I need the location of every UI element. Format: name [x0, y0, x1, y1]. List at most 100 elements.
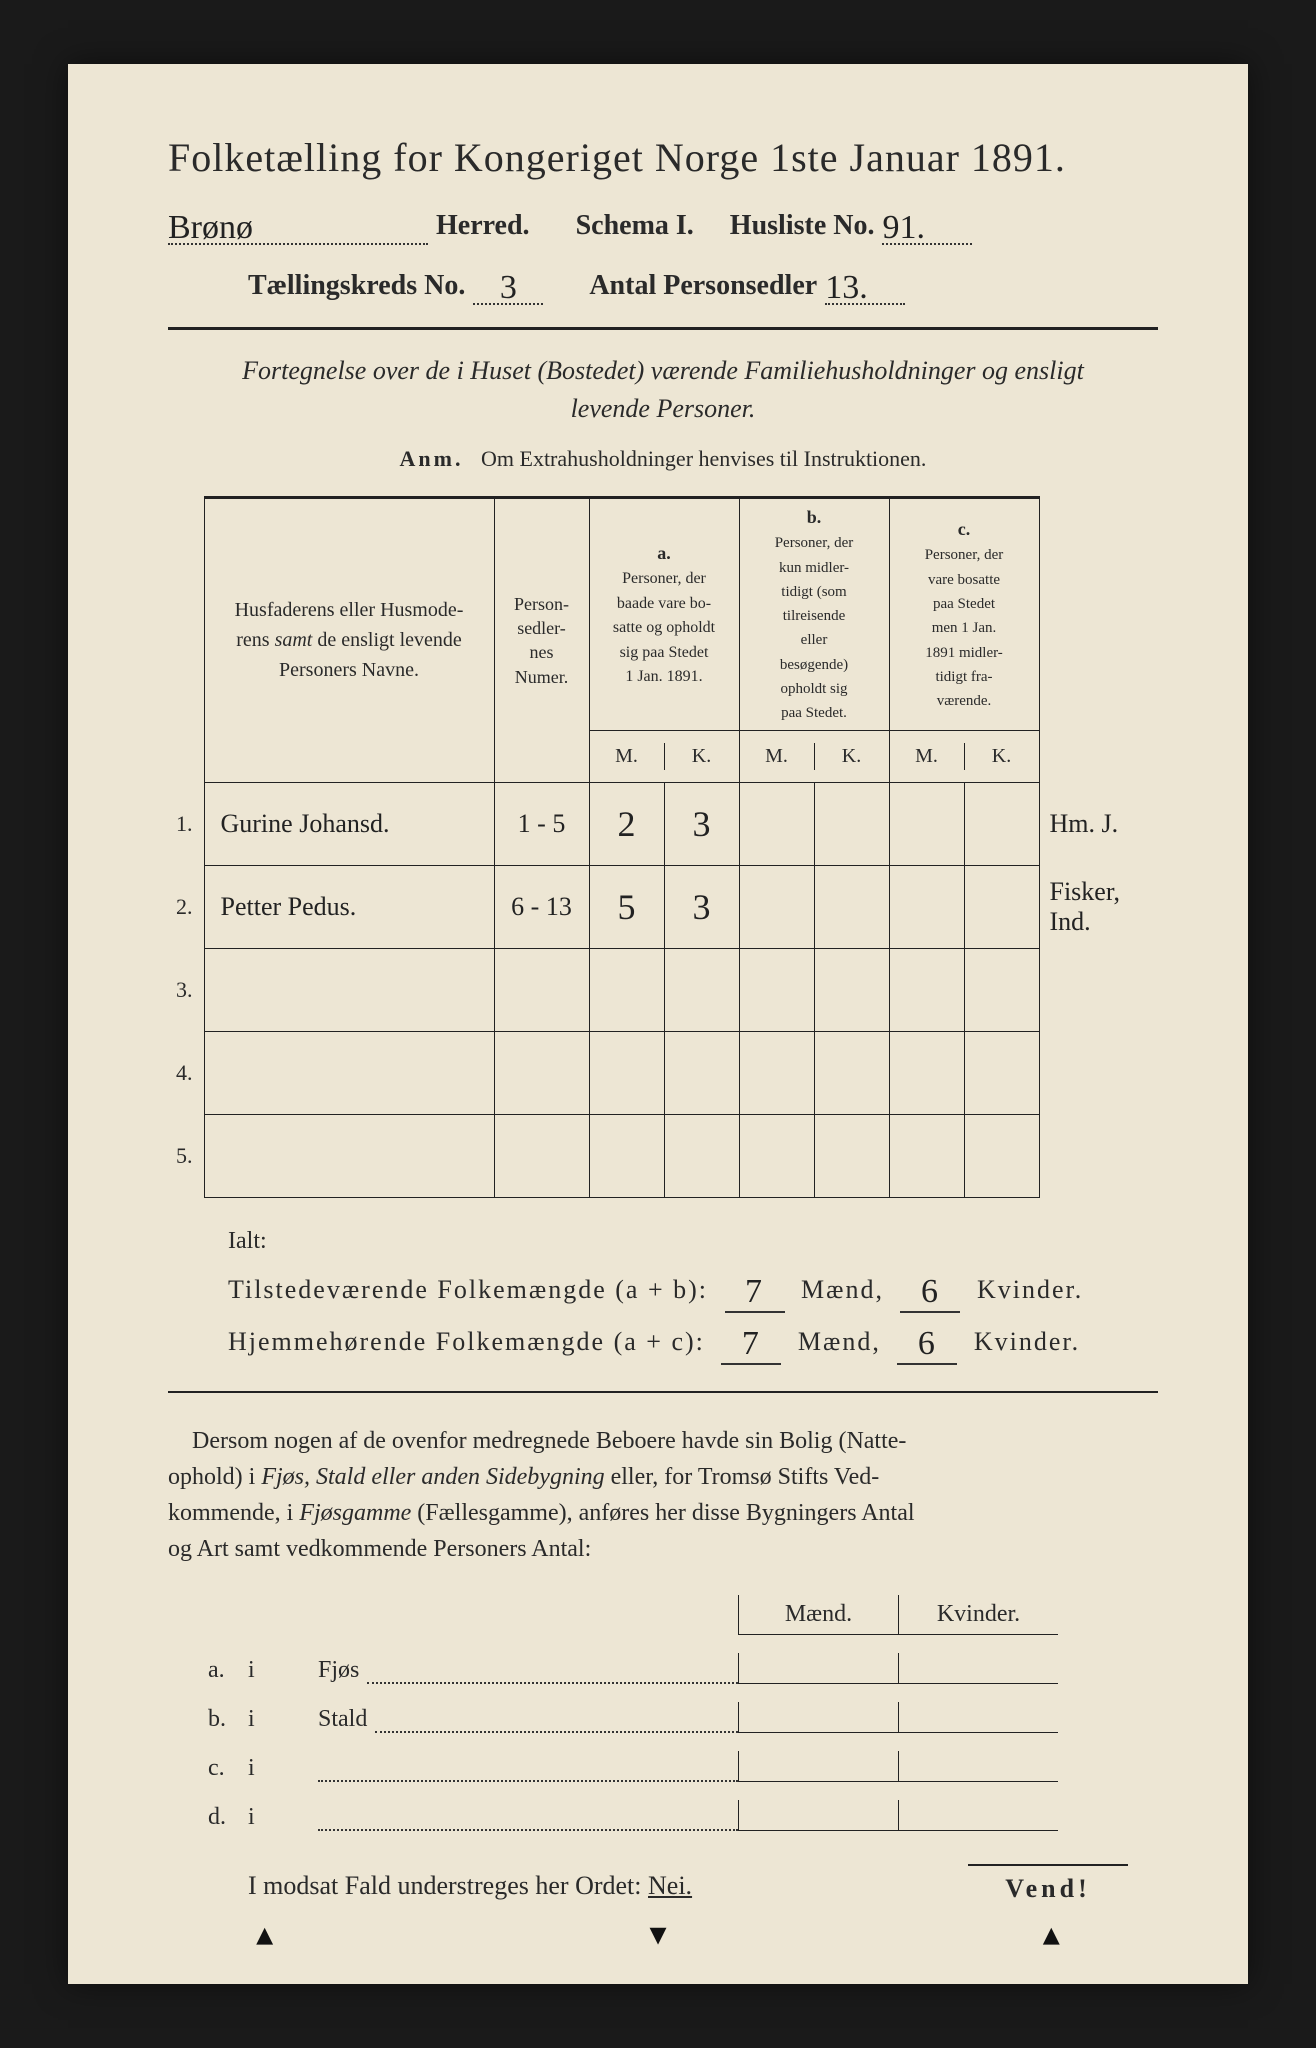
row-number: 2.	[168, 865, 204, 948]
sum-present: Tilstedeværende Folkemængde (a + b): 7 M…	[228, 1269, 1158, 1309]
row-number: 5.	[168, 1114, 204, 1197]
bolig-row-c-label: c.	[208, 1755, 248, 1782]
schema-label: Schema I.	[576, 210, 694, 242]
cell-c-m	[890, 1032, 965, 1114]
cell-c-k	[965, 1115, 1039, 1197]
bolig-head-m: Mænd.	[738, 1595, 898, 1635]
cell-a-m	[590, 949, 665, 1031]
cell-b-k	[815, 1032, 889, 1114]
margin-note	[1039, 1114, 1169, 1197]
table-row: 3.	[168, 948, 1169, 1031]
sum2-m: 7	[721, 1325, 781, 1365]
row-name	[204, 1031, 494, 1114]
cell-b-m	[740, 866, 815, 948]
row-personseddel: 1 - 5	[494, 782, 589, 865]
row-number: 3.	[168, 948, 204, 1031]
bolig-row-a-label: a.	[208, 1657, 248, 1684]
cell-c-k	[965, 783, 1039, 865]
table-row: 4.	[168, 1031, 1169, 1114]
herred-label: Herred.	[436, 210, 530, 242]
anm-text: Om Extrahusholdninger henvises til Instr…	[481, 446, 926, 471]
kreds-label: Tællingskreds No.	[248, 270, 465, 302]
th-b-mk: M.K.	[739, 730, 889, 782]
row-personseddel	[494, 1031, 589, 1114]
cell-b-m	[740, 1115, 815, 1197]
cell-c-m	[890, 949, 965, 1031]
cell-b-m	[740, 949, 815, 1031]
antal-label: Antal Personsedler	[589, 270, 817, 302]
cell-c-m	[890, 783, 965, 865]
margin-note: Hm. J.	[1039, 782, 1169, 865]
row-personseddel: 6 - 13	[494, 865, 589, 948]
vend-label: Vend!	[968, 1864, 1128, 1904]
fortegnelse-line2: levende Personer.	[168, 394, 1158, 424]
bolig-row-d-label: d.	[208, 1804, 248, 1831]
th-num: Person-sedler-nesNumer.	[494, 498, 589, 783]
antal-value: 13.	[825, 269, 868, 306]
cell-c-k	[965, 866, 1039, 948]
divider	[168, 327, 1158, 330]
table-row: 5.	[168, 1114, 1169, 1197]
header-row-2: Tællingskreds No. 3 Antal Personsedler 1…	[248, 265, 1158, 305]
cell-a-k: 3	[665, 866, 739, 948]
cell-a-k	[665, 1032, 739, 1114]
cell-a-k	[665, 1115, 739, 1197]
household-table: Husfaderens eller Husmode-rens samt de e…	[168, 496, 1169, 1198]
cell-a-m	[590, 1032, 665, 1114]
cell-b-m	[740, 783, 815, 865]
margin-note: Fisker, Ind.	[1039, 865, 1169, 948]
cell-c-k	[965, 949, 1039, 1031]
cell-b-k	[815, 1115, 889, 1197]
fortegnelse-line1: Fortegnelse over de i Huset (Bostedet) v…	[168, 356, 1158, 386]
anm-label: Anm.	[400, 446, 464, 471]
th-a-mk: M.K.	[589, 730, 739, 782]
sum2-k: 6	[897, 1325, 957, 1365]
table-row: 2.Petter Pedus.6 - 1353 Fisker, Ind.	[168, 865, 1169, 948]
row-name: Gurine Johansd.	[204, 782, 494, 865]
bolig-section: Mænd. Kvinder. a. i Fjøs b. i Stald c. i…	[168, 1595, 1158, 1831]
cell-c-k	[965, 1032, 1039, 1114]
cell-a-k: 3	[665, 783, 739, 865]
cell-b-k	[815, 949, 889, 1031]
row-name	[204, 948, 494, 1031]
ialt-label: Ialt:	[228, 1228, 1158, 1255]
th-b: b. Personer, derkun midler-tidigt (somti…	[739, 498, 889, 731]
cell-c-m	[890, 1115, 965, 1197]
row-number: 1.	[168, 782, 204, 865]
th-c: c. Personer, dervare bosattepaa Stedetme…	[889, 498, 1039, 731]
cell-a-m: 2	[590, 783, 665, 865]
th-name: Husfaderens eller Husmode-rens samt de e…	[204, 498, 494, 783]
bolig-fjos: Fjøs	[318, 1657, 359, 1684]
cell-b-m	[740, 1032, 815, 1114]
census-form-page: Folketælling for Kongeriget Norge 1ste J…	[68, 64, 1248, 1984]
cell-a-m	[590, 1115, 665, 1197]
row-name	[204, 1114, 494, 1197]
herred-value: Brønø	[168, 209, 253, 246]
bolig-head-k: Kvinder.	[898, 1595, 1058, 1635]
th-c-mk: M.K.	[889, 730, 1039, 782]
husliste-label: Husliste No.	[730, 210, 875, 242]
th-a: a. Personer, derbaade vare bo-satte og o…	[589, 498, 739, 731]
page-specks: ▴▾▴	[68, 1914, 1248, 1954]
divider-2	[168, 1391, 1158, 1393]
row-personseddel	[494, 948, 589, 1031]
dersom-paragraph: Dersom nogen af de ovenfor medregnede Be…	[168, 1423, 1158, 1567]
row-personseddel	[494, 1114, 589, 1197]
cell-c-m	[890, 866, 965, 948]
nei-word: Nei.	[648, 1871, 692, 1900]
page-title: Folketælling for Kongeriget Norge 1ste J…	[168, 134, 1158, 181]
sum-resident: Hjemmehørende Folkemængde (a + c): 7 Mæn…	[228, 1321, 1158, 1361]
margin-note	[1039, 1031, 1169, 1114]
margin-note	[1039, 948, 1169, 1031]
table-row: 1.Gurine Johansd.1 - 523 Hm. J.	[168, 782, 1169, 865]
row-name: Petter Pedus.	[204, 865, 494, 948]
cell-b-k	[815, 866, 889, 948]
anm-line: Anm. Om Extrahusholdninger henvises til …	[168, 446, 1158, 472]
bolig-stald: Stald	[318, 1706, 367, 1733]
header-row-1: Brønø Herred. Schema I. Husliste No. 91.	[168, 205, 1158, 245]
husliste-no-value: 91.	[882, 209, 925, 246]
sum1-k: 6	[900, 1273, 960, 1313]
row-number: 4.	[168, 1031, 204, 1114]
kreds-no-value: 3	[500, 269, 517, 306]
cell-a-m: 5	[590, 866, 665, 948]
